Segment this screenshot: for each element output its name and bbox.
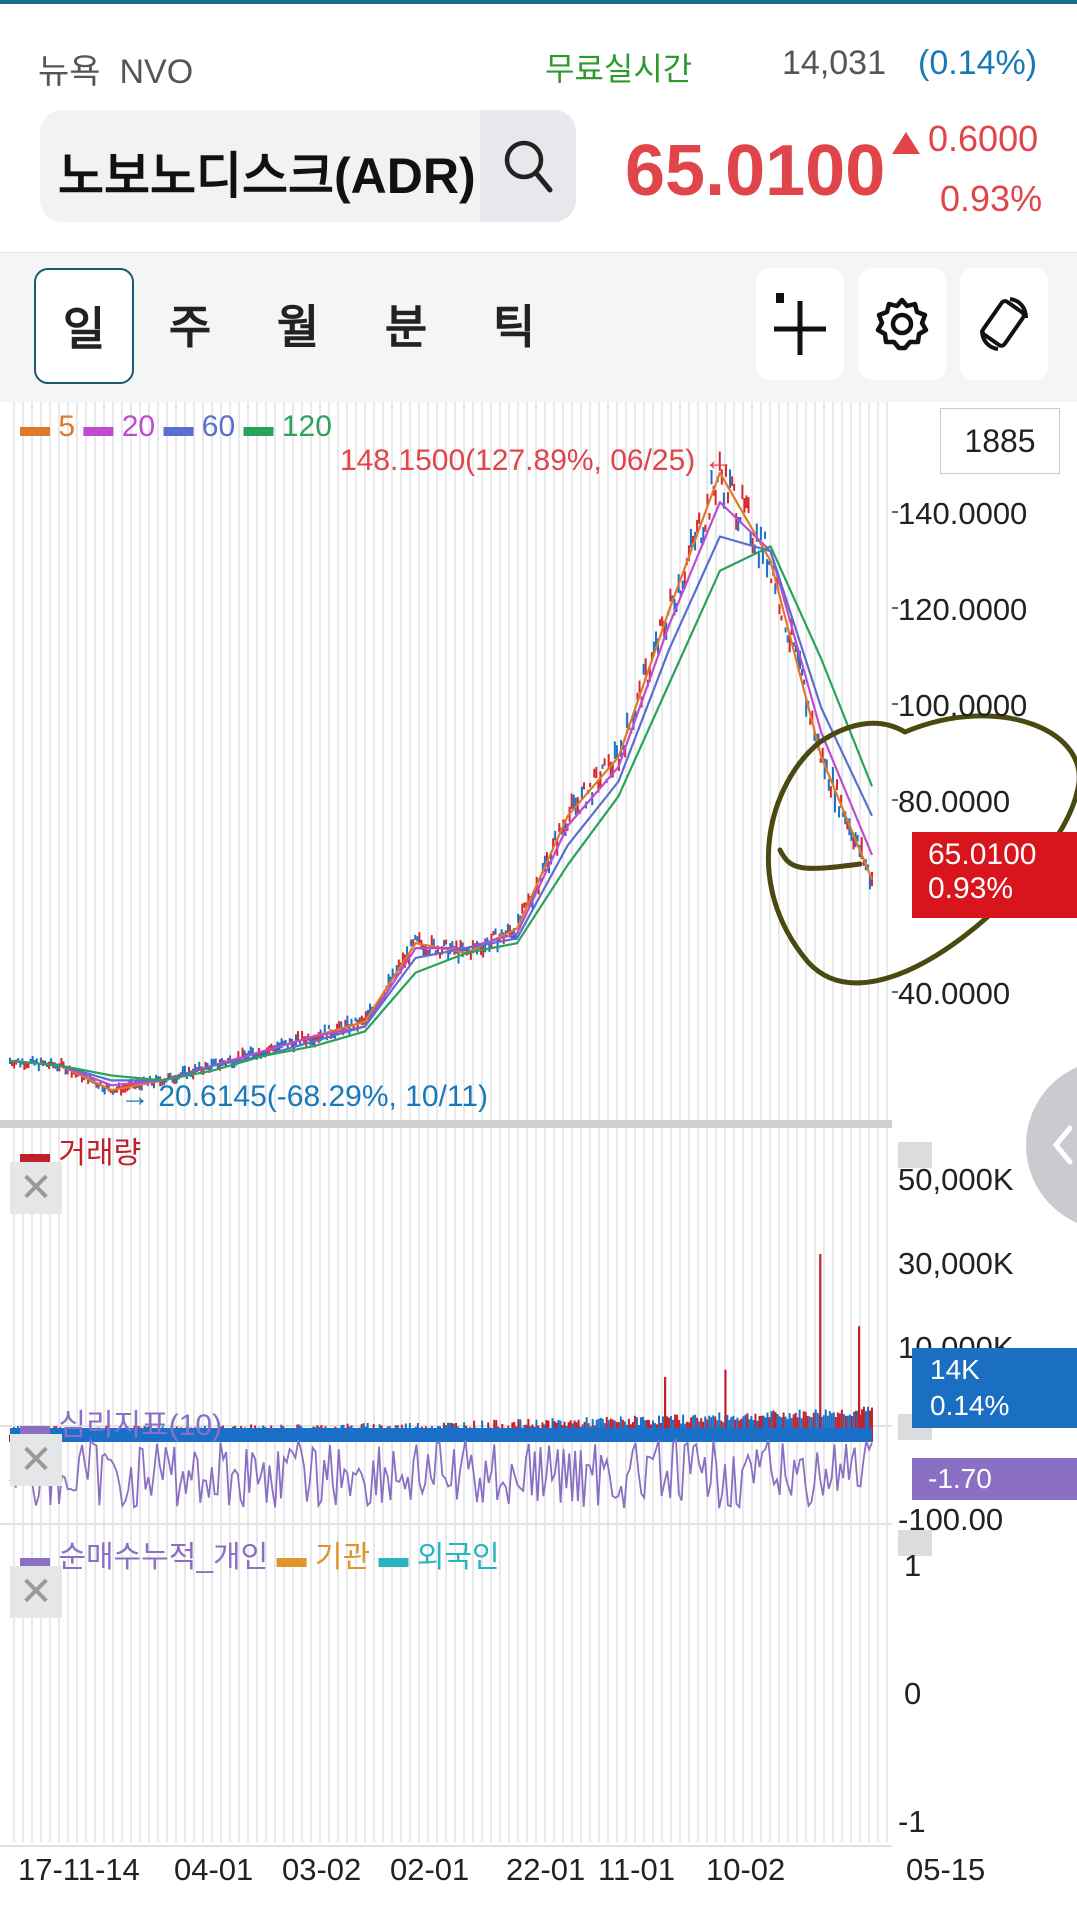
hand-drawn-circle (765, 713, 1077, 986)
volume-tag: 14K 0.14% (912, 1348, 1077, 1428)
price-tick: 80.0000 (898, 784, 1011, 819)
panel-separator (0, 1523, 892, 1525)
ma120-legend: ▬ 120 (243, 410, 332, 443)
price-tick: 40.0000 (898, 976, 1011, 1011)
stock-search-box[interactable]: 노보노디스크(ADR) (40, 110, 576, 222)
gear-icon (875, 297, 929, 351)
date-tick: 17-11-14 (18, 1852, 140, 1887)
chart-area[interactable] (0, 402, 1077, 1908)
up-arrow-icon (892, 132, 920, 154)
net-buy-tick: 0 (904, 1676, 922, 1711)
crosshair-button[interactable] (756, 268, 844, 380)
psych-legend: ▬ 심리지표(10) (20, 1409, 223, 1442)
date-tick: 04-01 (174, 1852, 254, 1887)
panel-separator (0, 1120, 892, 1128)
date-tick: 05-15 (906, 1852, 986, 1887)
settings-button[interactable] (858, 268, 946, 380)
tab-weekly[interactable]: 주 (168, 301, 212, 353)
panel-handle (898, 1142, 932, 1168)
top-accent-line (0, 0, 1077, 4)
psych-line (9, 1437, 873, 1510)
net-buy-institution-legend: ▬ 기관 (276, 1541, 371, 1574)
volume-tick: 30,000K (898, 1246, 1014, 1281)
search-icon (504, 140, 553, 193)
candle-count-box[interactable]: 1885 (940, 408, 1060, 474)
price-change-pct: 0.93% (940, 178, 1043, 219)
volume-value: 14,031 (782, 44, 886, 82)
close-icon: ✕ (19, 1570, 53, 1614)
stock-name[interactable]: 노보노디스크(ADR) (58, 148, 476, 204)
net-buy-tick: 1 (904, 1548, 922, 1583)
ma5-legend: ▬ 5 (20, 410, 76, 443)
volume-base (10, 1428, 872, 1442)
date-tick: 02-01 (390, 1852, 470, 1887)
panel-separator (0, 1845, 892, 1847)
price-tick: 120.0000 (898, 592, 1028, 627)
close-icon: ✕ (19, 1438, 53, 1482)
exchange-ticker: 뉴욕 NVO (38, 53, 194, 91)
tab-daily[interactable]: 일 (34, 268, 134, 384)
current-price: 65.0100 (625, 131, 886, 211)
price-tick: 140.0000 (898, 496, 1028, 531)
net-buy-tick: -1 (898, 1804, 926, 1839)
net-buy-legend: ▬ 순매수누적_개인 ▬ 기관 ▬ 외국인 (20, 1532, 500, 1576)
ma-line-120 (9, 545, 874, 1082)
psych-tick: -100.00 (898, 1502, 1004, 1537)
volume-change: (0.14%) (918, 44, 1038, 82)
date-tick: 22-01 (506, 1852, 586, 1887)
rotate-screen-button[interactable] (960, 268, 1048, 380)
ma20-legend: ▬ 20 (83, 410, 156, 443)
price-tick: 100.0000 (898, 688, 1028, 723)
ma-legend: ▬ 5 ▬ 20 ▬ 60 ▬ 120 (20, 410, 332, 444)
rotate-screen-icon (980, 297, 1028, 351)
last-price-pct: 0.93% (928, 872, 1014, 905)
net-buy-foreign-legend: ▬ 외국인 (378, 1541, 500, 1574)
ma60-legend: ▬ 60 (163, 410, 236, 443)
last-price-value: 65.0100 (928, 838, 1037, 871)
low-annotation: → 20.6145(-68.29%, 10/11) (120, 1080, 489, 1113)
date-tick: 11-01 (598, 1852, 675, 1887)
search-button[interactable] (480, 110, 576, 222)
volume-tag-pct: 0.14% (930, 1390, 1010, 1421)
close-net-buy-panel-button[interactable]: ✕ (10, 1566, 62, 1618)
price-change: 0.6000 (928, 118, 1039, 159)
tab-monthly[interactable]: 월 (276, 301, 320, 353)
tab-tick[interactable]: 틱 (492, 301, 536, 353)
panel-handle (898, 1530, 932, 1556)
date-tick: 03-02 (282, 1852, 362, 1887)
close-icon: ✕ (19, 1166, 53, 1210)
date-tick: 10-02 (706, 1852, 786, 1887)
psych-tag: -1.70 (912, 1458, 1077, 1500)
close-psych-panel-button[interactable]: ✕ (10, 1434, 62, 1486)
volume-tag-value: 14K (930, 1354, 980, 1385)
crosshair-icon (774, 293, 826, 355)
volume-tick: 50,000K (898, 1162, 1014, 1197)
last-price-tag: 65.0100 0.93% (912, 832, 1077, 918)
realtime-label: 무료실시간 (545, 51, 693, 87)
close-volume-panel-button[interactable]: ✕ (10, 1162, 62, 1214)
tab-minute[interactable]: 분 (384, 301, 428, 353)
chevron-left-icon (1052, 1125, 1073, 1165)
high-annotation: 148.1500(127.89%, 06/25) ← (340, 444, 734, 477)
